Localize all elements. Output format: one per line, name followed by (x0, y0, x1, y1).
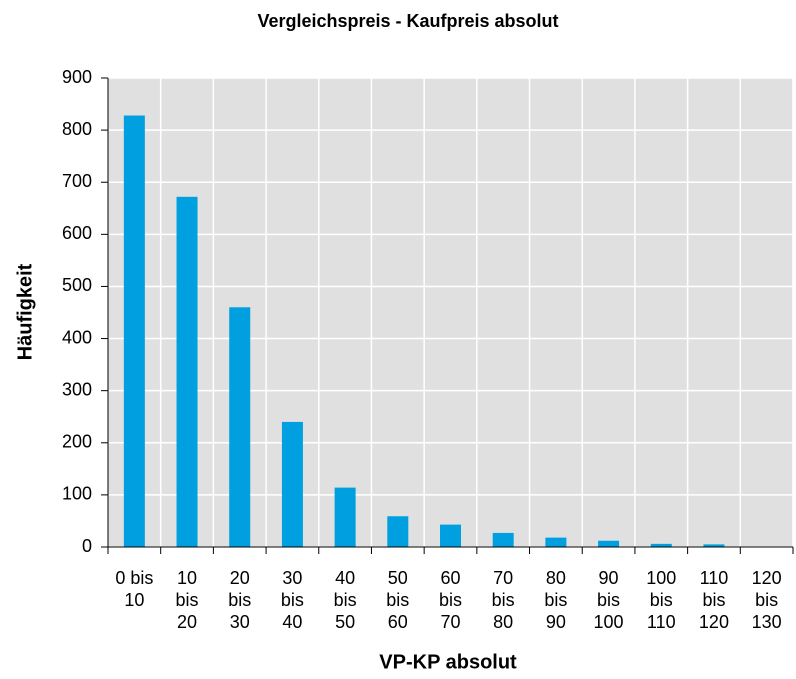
bar (598, 540, 620, 547)
bar (492, 532, 514, 547)
y-tick-label: 900 (62, 67, 92, 87)
y-tick-label: 300 (62, 379, 92, 399)
x-tick-label: 80 bis 90 (544, 568, 568, 632)
bar (650, 543, 672, 547)
bar (545, 537, 567, 547)
x-tick-label: 10 bis 20 (175, 568, 199, 632)
bar (281, 421, 303, 547)
y-tick-label: 600 (62, 223, 92, 243)
bar (440, 524, 461, 547)
y-tick-label: 500 (62, 275, 92, 295)
x-tick-label: 60 bis 70 (438, 568, 462, 632)
x-tick-label: 70 bis 80 (491, 568, 515, 632)
y-axis-label: Häufigkeit (14, 263, 36, 360)
bar (176, 196, 198, 547)
chart-title: Vergleichspreis - Kaufpreis absolut (257, 11, 558, 31)
y-tick-label: 200 (62, 432, 92, 452)
x-axis-label: VP-KP absolut (379, 651, 517, 673)
y-tick-label: 100 (62, 484, 92, 504)
y-tick-label: 800 (62, 119, 92, 139)
bar (387, 516, 409, 547)
y-tick-label: 400 (62, 327, 92, 347)
x-tick-label: 110 bis 120 (698, 568, 729, 632)
x-tick-label: 120 bis 130 (751, 568, 782, 632)
x-tick-label: 90 bis 100 (593, 568, 624, 632)
plot-area (108, 78, 793, 547)
bar (703, 544, 725, 547)
x-tick-label: 20 bis 30 (228, 568, 252, 632)
x-tick-label: 50 bis 60 (386, 568, 410, 632)
y-tick-label: 0 (82, 536, 92, 556)
bar (123, 115, 145, 548)
x-tick-label: 0 bis 10 (115, 568, 154, 610)
x-tick-label: 30 bis 40 (280, 568, 304, 632)
x-tick-label: 100 bis 110 (646, 568, 677, 632)
bar (334, 487, 356, 547)
x-tick-label: 40 bis 50 (333, 568, 357, 632)
bar (229, 307, 251, 547)
y-tick-label: 700 (62, 171, 92, 191)
